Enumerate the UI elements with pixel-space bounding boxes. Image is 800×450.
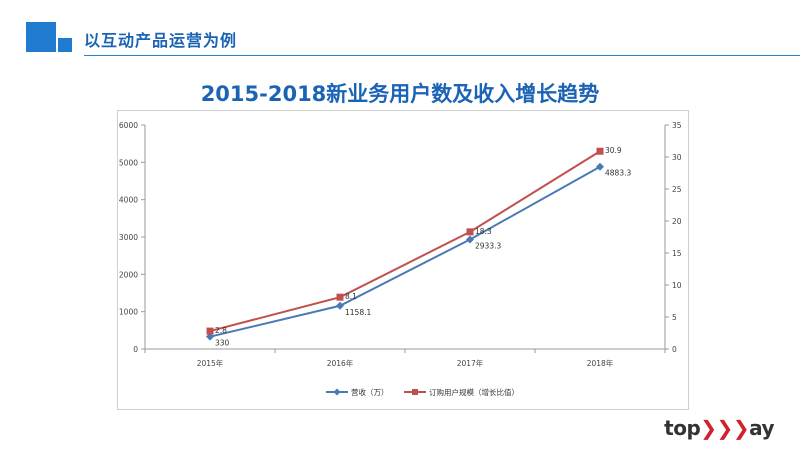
legend-marker-1 — [333, 388, 341, 396]
series-1-point — [336, 301, 344, 310]
header-title: 以互动产品运营为例 — [84, 31, 238, 50]
legend-label-2: 订购用户规模（增长比值） — [429, 387, 519, 397]
series-1-data-label: 330 — [215, 339, 230, 348]
x-axis-category-label: 2018年 — [587, 358, 614, 368]
series-2-point — [206, 327, 214, 335]
right-axis-tick-label: 10 — [672, 281, 682, 290]
line-chart: 0 1000 2000 3000 4000 5000 6000 0 5 10 15 20 25 30 35 2… — [119, 121, 682, 397]
x-axis-category-label: 2017年 — [457, 358, 484, 368]
chart-frame: 0 1000 2000 3000 4000 5000 6000 0 5 10 15 20 25 30 35 2… — [117, 110, 689, 410]
right-axis-tick-label: 25 — [672, 185, 682, 194]
series-2-point — [596, 147, 604, 155]
left-axis-tick-label: 2000 — [119, 270, 138, 279]
series-2-data-label: 8.1 — [345, 292, 357, 301]
series-1-point — [596, 162, 604, 171]
right-axis-tick-label: 5 — [672, 313, 677, 322]
right-axis-tick-label: 30 — [672, 153, 682, 162]
header-square-small — [58, 38, 72, 52]
series-1-data-label: 1158.1 — [345, 308, 371, 317]
logo-text-top: top — [664, 416, 701, 440]
series-2-point — [336, 293, 344, 301]
left-axis-tick-label: 5000 — [119, 158, 138, 167]
legend-marker-2 — [412, 389, 418, 395]
series-line-1 — [209, 165, 601, 338]
left-axis-tick-label: 1000 — [119, 308, 138, 317]
series-1-point — [206, 332, 214, 341]
logo-text-ay: ay — [749, 416, 774, 440]
left-axis-tick-label: 0 — [133, 345, 138, 354]
series-2-data-label: 30.9 — [605, 146, 622, 155]
right-axis-tick-label: 0 — [672, 345, 677, 354]
logo-chevrons-icon: ❯❯❯ — [700, 416, 750, 440]
x-axis-category-label: 2015年 — [197, 358, 224, 368]
series-line-2 — [209, 150, 601, 333]
right-axis-tick-label: 20 — [672, 217, 682, 226]
right-axis-tick-label: 15 — [672, 249, 682, 258]
series-2-data-label: 2.8 — [215, 326, 227, 335]
legend-label-1: 营收（万） — [351, 387, 389, 397]
chart-title: 2015-2018新业务用户数及收入增长趋势 — [200, 82, 600, 106]
series-1-data-label: 2933.3 — [475, 241, 501, 250]
left-axis-tick-label: 4000 — [119, 196, 138, 205]
series-1-point — [466, 235, 474, 244]
series-2-point — [466, 228, 474, 236]
brand-logo: top❯❯❯ay — [664, 416, 774, 440]
right-axis-tick-label: 35 — [672, 121, 682, 130]
left-axis-tick-label: 6000 — [119, 121, 138, 130]
x-axis-category-label: 2016年 — [327, 358, 354, 368]
series-2-data-label: 18.3 — [475, 227, 492, 236]
header-square-large — [26, 22, 56, 52]
series-1-data-label: 4883.3 — [605, 169, 631, 178]
left-axis-tick-label: 3000 — [119, 233, 138, 242]
header-divider — [84, 55, 800, 56]
